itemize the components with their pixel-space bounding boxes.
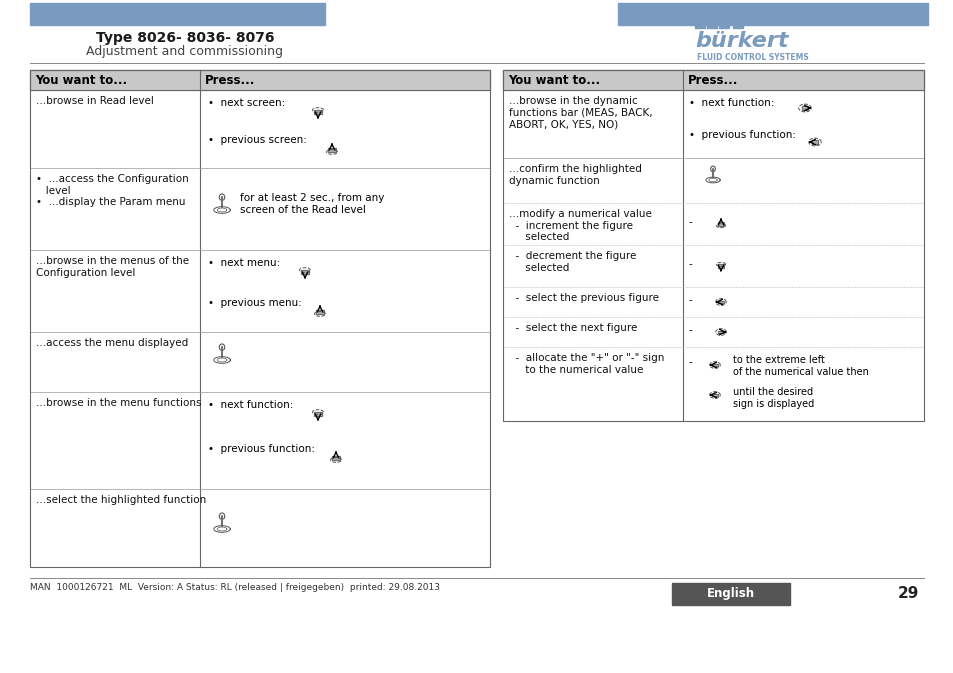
- Text: •  next function:: • next function:: [688, 98, 774, 108]
- Bar: [315, 310, 324, 314]
- Text: -  decrement the figure
     selected: - decrement the figure selected: [509, 251, 636, 273]
- Text: ...select the highlighted function: ...select the highlighted function: [36, 495, 206, 505]
- Bar: [314, 412, 321, 416]
- Text: •  ...access the Configuration
   level
•  ...display the Param menu: • ...access the Configuration level • ..…: [36, 174, 189, 207]
- Bar: [712, 394, 717, 396]
- Bar: [30, 70, 490, 90]
- Text: •  previous menu:: • previous menu:: [208, 298, 301, 308]
- Bar: [712, 363, 717, 366]
- Bar: [718, 301, 723, 304]
- Text: -: -: [688, 357, 692, 367]
- Bar: [314, 110, 321, 114]
- Bar: [30, 70, 490, 90]
- Bar: [314, 110, 321, 114]
- Bar: [811, 141, 818, 143]
- Text: Press...: Press...: [687, 73, 738, 87]
- Text: English: English: [706, 588, 754, 600]
- Text: ...browse in Read level: ...browse in Read level: [36, 96, 153, 106]
- Bar: [718, 330, 723, 333]
- Text: -: -: [688, 325, 692, 335]
- Bar: [502, 70, 923, 421]
- Text: ...browse in the menu functions: ...browse in the menu functions: [36, 398, 201, 408]
- Bar: [314, 412, 321, 416]
- Bar: [712, 394, 717, 396]
- Text: You want to...: You want to...: [507, 73, 599, 87]
- Text: bürkert: bürkert: [695, 31, 788, 51]
- Bar: [717, 222, 723, 226]
- Bar: [801, 106, 807, 110]
- Text: •  previous function:: • previous function:: [688, 130, 795, 140]
- Bar: [618, 3, 927, 25]
- Bar: [671, 583, 789, 605]
- Text: You want to...: You want to...: [35, 73, 127, 87]
- Text: Adjustment and commissioning: Adjustment and commissioning: [87, 45, 283, 58]
- Text: •  previous screen:: • previous screen:: [208, 135, 307, 145]
- Text: Press...: Press...: [205, 73, 255, 87]
- Bar: [732, 23, 742, 28]
- Text: until the desired
sign is displayed: until the desired sign is displayed: [732, 387, 814, 409]
- Text: -: -: [688, 217, 692, 227]
- Text: •  next function:: • next function:: [208, 400, 294, 410]
- Text: ...browse in the dynamic
functions bar (MEAS, BACK,
ABORT, OK, YES, NO): ...browse in the dynamic functions bar (…: [509, 96, 652, 129]
- Text: ...modify a numerical value
  -  increment the figure
     selected: ...modify a numerical value - increment …: [509, 209, 651, 242]
- Text: -  select the next figure: - select the next figure: [509, 323, 637, 333]
- Bar: [328, 148, 335, 152]
- Text: -  select the previous figure: - select the previous figure: [509, 293, 659, 303]
- Bar: [811, 141, 818, 143]
- Bar: [301, 270, 309, 274]
- Bar: [332, 456, 339, 460]
- Bar: [801, 106, 807, 110]
- Text: ...access the menu displayed: ...access the menu displayed: [36, 338, 188, 348]
- Bar: [30, 70, 490, 567]
- Bar: [712, 363, 717, 366]
- Bar: [315, 310, 324, 314]
- Text: -: -: [688, 259, 692, 269]
- Text: •  next screen:: • next screen:: [208, 98, 285, 108]
- Text: •  previous function:: • previous function:: [208, 444, 314, 454]
- Text: ...confirm the highlighted
dynamic function: ...confirm the highlighted dynamic funct…: [509, 164, 641, 186]
- Text: ...browse in the menus of the
Configuration level: ...browse in the menus of the Configurat…: [36, 256, 189, 277]
- Text: FLUID CONTROL SYSTEMS: FLUID CONTROL SYSTEMS: [697, 53, 808, 62]
- Bar: [706, 21, 717, 28]
- Bar: [717, 264, 723, 268]
- Bar: [301, 270, 309, 274]
- Text: 29: 29: [897, 586, 918, 602]
- Text: for at least 2 sec., from any
screen of the Read level: for at least 2 sec., from any screen of …: [240, 193, 384, 215]
- Bar: [718, 301, 723, 304]
- Text: •  next menu:: • next menu:: [208, 258, 280, 268]
- Text: MAN  1000126721  ML  Version: A Status: RL (released | freigegeben)  printed: 29: MAN 1000126721 ML Version: A Status: RL …: [30, 583, 439, 592]
- Text: Type 8026- 8036- 8076: Type 8026- 8036- 8076: [95, 31, 274, 45]
- Bar: [328, 148, 335, 152]
- Bar: [719, 21, 728, 28]
- Text: -: -: [688, 295, 692, 305]
- Bar: [332, 456, 339, 460]
- Bar: [30, 3, 325, 25]
- Bar: [717, 222, 723, 226]
- Bar: [502, 70, 923, 90]
- Text: to the extreme left
of the numerical value then: to the extreme left of the numerical val…: [732, 355, 868, 377]
- Bar: [502, 70, 923, 90]
- Bar: [717, 264, 723, 268]
- Bar: [695, 21, 704, 28]
- Bar: [718, 330, 723, 333]
- Text: -  allocate the "+" or "-" sign
     to the numerical value: - allocate the "+" or "-" sign to the nu…: [509, 353, 663, 375]
